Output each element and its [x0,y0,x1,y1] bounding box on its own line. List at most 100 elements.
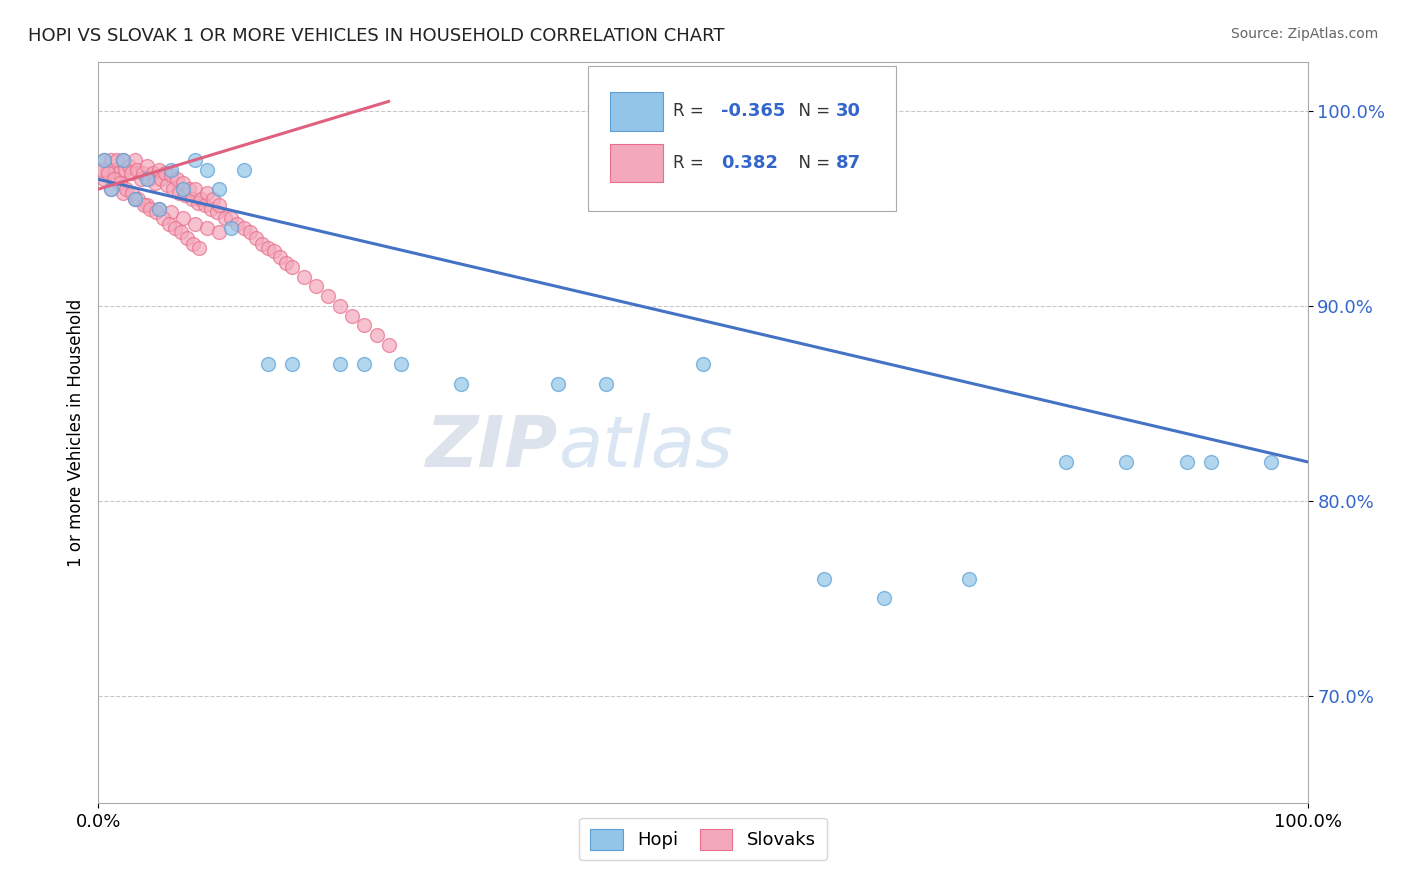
Point [194,197,217,211]
Point [127,192,149,206]
Text: ZIP: ZIP [426,413,558,482]
Point [263,244,285,259]
Point [184,182,207,196]
Point [172,176,194,190]
FancyBboxPatch shape [610,144,664,182]
Point [163,221,186,235]
Point [135,197,157,211]
Point [129,172,152,186]
Point [103,172,125,186]
Point [329,358,352,372]
Point [156,178,179,193]
Point [101,162,124,177]
Point [195,186,218,200]
Point [281,260,304,274]
Point [97,166,120,180]
Point [105,153,128,167]
Point [366,328,388,343]
Point [108,166,131,180]
Point [100,182,122,196]
Point [148,202,170,216]
Point [100,182,122,196]
Point [134,197,156,211]
Text: N =: N = [787,103,835,120]
Point [214,211,236,226]
Point [120,166,142,180]
Point [256,240,278,254]
Point [200,202,222,216]
Point [547,376,569,391]
Point [135,172,157,186]
Point [124,192,146,206]
Point [172,211,194,226]
Point [245,231,267,245]
Point [114,162,136,177]
Text: 0.382: 0.382 [721,154,778,172]
Point [121,186,143,200]
Point [176,231,198,245]
Point [124,153,146,167]
Point [148,202,170,216]
Point [145,205,167,219]
Text: R =: R = [672,103,709,120]
Point [226,217,249,231]
Text: R =: R = [672,154,709,172]
Point [353,358,375,372]
Point [118,159,141,173]
Point [162,182,184,196]
Point [148,162,170,177]
Point [143,176,166,190]
Text: HOPI VS SLOVAK 1 OR MORE VEHICLES IN HOUSEHOLD CORRELATION CHART: HOPI VS SLOVAK 1 OR MORE VEHICLES IN HOU… [28,27,724,45]
Y-axis label: 1 or more Vehicles in Household: 1 or more Vehicles in Household [66,299,84,566]
Text: Source: ZipAtlas.com: Source: ZipAtlas.com [1230,27,1378,41]
Point [160,205,183,219]
Point [184,217,207,231]
Point [111,186,134,200]
Point [132,166,155,180]
Text: 30: 30 [837,103,860,120]
Point [342,309,364,323]
Point [127,162,149,177]
Point [166,172,188,186]
Point [174,188,197,202]
FancyBboxPatch shape [588,66,897,211]
Text: N =: N = [787,154,835,172]
Point [1175,455,1198,469]
Point [195,221,218,235]
Point [111,153,134,167]
Text: atlas: atlas [558,413,733,482]
Point [389,358,412,372]
Point [169,186,191,200]
Point [139,202,162,216]
Point [221,221,243,235]
Point [108,176,131,190]
Point [957,572,980,586]
Point [187,195,209,210]
Point [202,192,225,206]
Point [115,182,138,196]
Point [813,572,835,586]
Point [179,182,201,196]
Point [190,192,212,206]
Point [232,162,254,177]
Point [450,376,472,391]
FancyBboxPatch shape [610,92,664,130]
Point [221,211,243,226]
Point [153,166,176,180]
Point [269,250,291,264]
Point [93,153,115,167]
Point [1260,455,1282,469]
Point [239,225,262,239]
Point [93,153,115,167]
Point [377,338,399,352]
Point [157,217,180,231]
Point [353,318,375,333]
Point [93,172,115,186]
Point [208,197,231,211]
Point [142,166,165,180]
Point [138,172,160,186]
Point [187,240,209,254]
Text: 87: 87 [837,154,860,172]
Point [160,162,183,177]
Point [232,221,254,235]
